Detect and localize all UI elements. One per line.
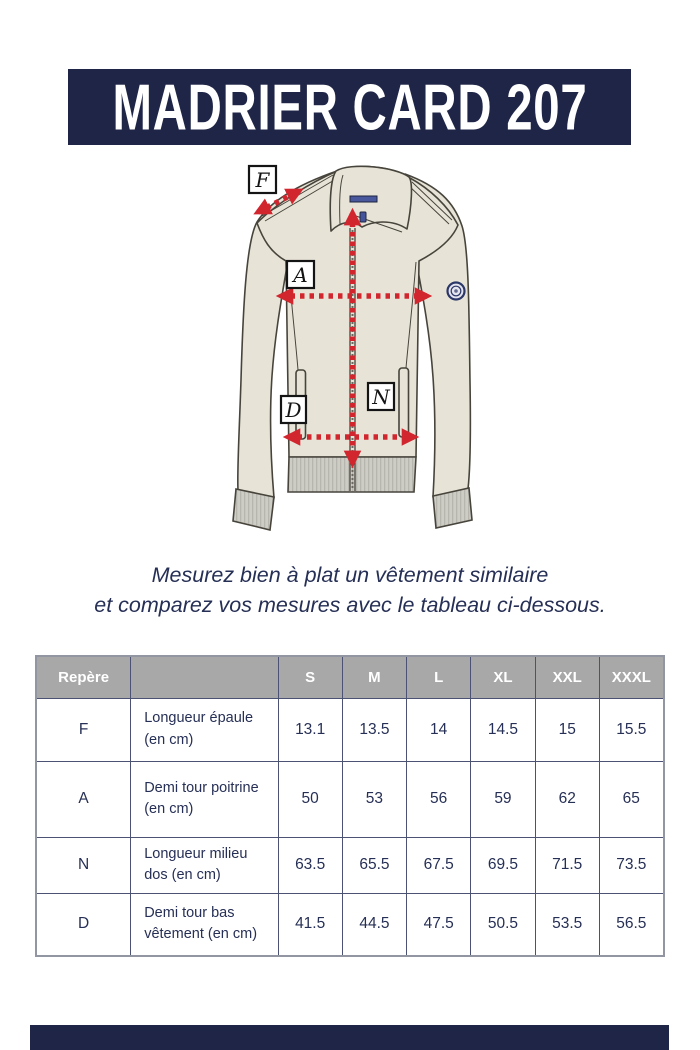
- size-value-cell: 59: [470, 760, 536, 838]
- size-code-cell: N: [35, 836, 132, 894]
- size-value-cell: 65.5: [341, 836, 408, 894]
- size-code-cell: F: [35, 697, 132, 762]
- header-repere: Repère: [35, 655, 132, 699]
- size-value-cell: 56.5: [598, 892, 665, 957]
- pocket-right: [398, 367, 410, 438]
- size-value-cell: 65: [598, 760, 665, 838]
- page-title: MADRIER CARD 207: [112, 70, 587, 144]
- size-code-cell: D: [35, 892, 132, 957]
- label-d: D: [284, 398, 301, 422]
- collar-inner-line: [339, 174, 344, 225]
- size-value-cell: 50: [277, 760, 343, 838]
- size-value-cell: 13.5: [341, 697, 408, 762]
- title-banner: MADRIER CARD 207: [68, 69, 631, 145]
- size-value-cell: 47.5: [406, 892, 472, 957]
- label-n: N: [371, 385, 391, 409]
- size-value-cell: 56: [406, 760, 472, 838]
- cuff-right: [432, 487, 473, 529]
- size-value-cell: 44.5: [341, 892, 408, 957]
- zipper-pull: [359, 211, 367, 223]
- size-value-cell: 14: [406, 697, 472, 762]
- size-value-cell: 53.5: [534, 892, 600, 957]
- sleeve-badge-icon: [446, 281, 466, 301]
- size-value-cell: 14.5: [470, 697, 536, 762]
- size-value-cell: 73.5: [598, 836, 665, 894]
- size-code-cell: A: [35, 760, 132, 838]
- collar-label-strip: [349, 195, 378, 203]
- size-table: Repère S M L XL XXL XXXL F Longueur épau…: [35, 655, 665, 957]
- header-size-xxxl: XXXL: [598, 655, 665, 699]
- table-header-row: Repère S M L XL XXL XXXL: [35, 655, 665, 699]
- table-row: F Longueur épaule (en cm) 13.1 13.5 14 1…: [35, 697, 665, 762]
- header-size-xxl: XXL: [534, 655, 600, 699]
- footer-bar: [30, 1025, 669, 1050]
- instructions-line2: et comparez vos mesures avec le tableau …: [94, 593, 606, 617]
- table-row: D Demi tour bas vêtement (en cm) 41.5 44…: [35, 892, 665, 957]
- header-size-m: M: [341, 655, 408, 699]
- size-value-cell: 63.5: [277, 836, 343, 894]
- size-value-cell: 62: [534, 760, 600, 838]
- header-size-xl: XL: [470, 655, 536, 699]
- size-value-cell: 41.5: [277, 892, 343, 957]
- header-size-s: S: [277, 655, 343, 699]
- label-box-d: [279, 394, 308, 425]
- size-value-cell: 15.5: [598, 697, 665, 762]
- header-size-l: L: [406, 655, 472, 699]
- size-value-cell: 15: [534, 697, 600, 762]
- size-value-cell: 13.1: [277, 697, 343, 762]
- size-value-cell: 71.5: [534, 836, 600, 894]
- label-box-f: [247, 164, 278, 195]
- label-box-n: [366, 381, 396, 412]
- header-empty: [130, 655, 279, 699]
- size-value-cell: 69.5: [470, 836, 536, 894]
- shoulder-arrow-icon: [253, 188, 304, 215]
- jacket-illustration: F A D N: [232, 164, 473, 531]
- measure-instructions: Mesurez bien à plat un vêtement similair…: [0, 560, 700, 620]
- measure-label-cell: Longueur épaule (en cm): [130, 697, 279, 762]
- jacket-diagram: F A D N: [215, 155, 485, 540]
- table-row: A Demi tour poitrine (en cm) 50 53 56 59…: [35, 760, 665, 838]
- measure-label-cell: Demi tour poitrine (en cm): [130, 760, 279, 838]
- size-value-cell: 50.5: [470, 892, 536, 957]
- measure-label-cell: Longueur milieu dos (en cm): [130, 836, 279, 894]
- cuff-left: [232, 488, 275, 531]
- size-value-cell: 67.5: [406, 836, 472, 894]
- size-value-cell: 53: [341, 760, 408, 838]
- label-a: A: [291, 263, 307, 287]
- instructions-line1: Mesurez bien à plat un vêtement similair…: [151, 563, 549, 587]
- label-f: F: [255, 168, 271, 192]
- measure-label-cell: Demi tour bas vêtement (en cm): [130, 892, 279, 957]
- table-row: N Longueur milieu dos (en cm) 63.5 65.5 …: [35, 836, 665, 894]
- label-box-a: [285, 259, 316, 290]
